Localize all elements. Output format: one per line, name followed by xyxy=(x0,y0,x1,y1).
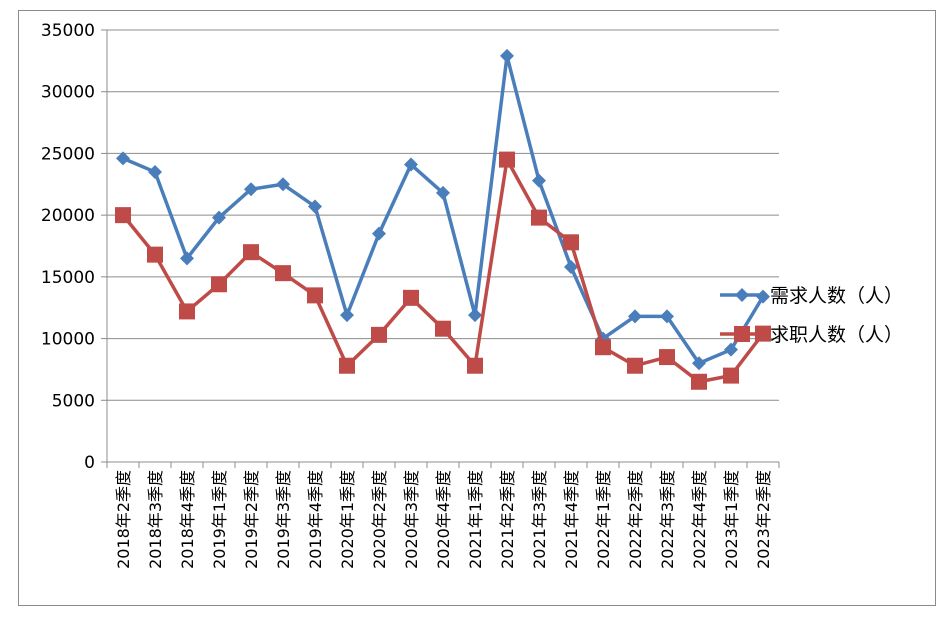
series-1-point xyxy=(244,182,258,197)
series-1-point xyxy=(468,308,482,323)
x-tick-label: 2018年3季度 xyxy=(146,470,165,569)
legend-marker-2 xyxy=(734,326,750,342)
series-2-point xyxy=(179,303,195,320)
series-2-point xyxy=(307,287,323,304)
series-2-point xyxy=(115,207,131,224)
series-1-point xyxy=(692,356,706,371)
x-tick-label: 2021年2季度 xyxy=(498,470,517,569)
series-1-point xyxy=(628,309,642,324)
series-2-point xyxy=(211,276,227,293)
series-2-point xyxy=(243,244,259,261)
legend-marker-1 xyxy=(735,288,749,302)
series-1-point xyxy=(148,164,162,179)
x-tick-label: 2020年1季度 xyxy=(338,470,357,569)
series-2-point xyxy=(371,326,387,343)
y-tick-label: 5000 xyxy=(52,391,95,411)
legend-label-2: 求职人数（人） xyxy=(770,324,903,346)
x-tick-label: 2020年4季度 xyxy=(434,470,453,569)
y-tick-label: 25000 xyxy=(41,144,95,164)
x-tick-label: 2022年3季度 xyxy=(658,470,677,569)
y-tick-label: 15000 xyxy=(41,268,95,288)
x-tick-label: 2019年3季度 xyxy=(274,470,293,569)
series-2-point xyxy=(147,246,163,263)
series-2-point xyxy=(531,209,547,226)
y-tick-label: 10000 xyxy=(41,330,95,350)
legend-label-1: 需求人数（人） xyxy=(770,285,903,307)
x-tick-label: 2019年2季度 xyxy=(242,470,261,569)
series-2-point xyxy=(275,265,291,282)
series-1-point xyxy=(500,48,514,63)
series-2-point xyxy=(627,357,643,374)
x-tick-label: 2020年3季度 xyxy=(402,470,421,569)
series-2-point xyxy=(499,151,515,168)
series-2-point xyxy=(435,320,451,337)
x-tick-label: 2021年1季度 xyxy=(466,470,485,569)
series-1-point xyxy=(436,185,450,200)
series-1-point xyxy=(404,157,418,172)
x-tick-label: 2019年1季度 xyxy=(210,470,229,569)
x-tick-label: 2019年4季度 xyxy=(306,470,325,569)
x-tick-label: 2021年3季度 xyxy=(530,470,549,569)
series-2-point xyxy=(563,234,579,251)
series-2-point xyxy=(403,289,419,306)
series-1-point xyxy=(724,342,738,357)
y-tick-label: 35000 xyxy=(41,21,95,41)
x-tick-label: 2022年1季度 xyxy=(594,470,613,569)
y-tick-label: 20000 xyxy=(41,206,95,226)
x-tick-label: 2020年2季度 xyxy=(370,470,389,569)
series-1-point xyxy=(564,259,578,274)
y-tick-label: 0 xyxy=(84,453,95,473)
y-tick-label: 30000 xyxy=(41,83,95,103)
series-1-point xyxy=(308,199,322,214)
x-tick-label: 2018年4季度 xyxy=(178,470,197,569)
series-1-point xyxy=(212,210,226,225)
series-2-point xyxy=(691,373,707,390)
x-tick-label: 2023年1季度 xyxy=(722,470,741,569)
series-1-point xyxy=(660,309,674,324)
series-2-point xyxy=(659,349,675,366)
x-tick-label: 2022年2季度 xyxy=(626,470,645,569)
series-2-point xyxy=(339,357,355,374)
x-tick-label: 2021年4季度 xyxy=(562,470,581,569)
x-tick-label: 2018年2季度 xyxy=(114,470,133,569)
series-2-point xyxy=(723,367,739,384)
series-1-point xyxy=(340,308,354,323)
series-1-point xyxy=(372,226,386,241)
x-tick-label: 2022年4季度 xyxy=(690,470,709,569)
series-1-point xyxy=(180,251,194,266)
series-1-point xyxy=(276,177,290,192)
series-2-point xyxy=(595,339,611,356)
series-1-point xyxy=(532,173,546,188)
x-tick-label: 2023年2季度 xyxy=(754,470,773,569)
series-2-point xyxy=(467,357,483,374)
series-1-point xyxy=(116,151,130,166)
